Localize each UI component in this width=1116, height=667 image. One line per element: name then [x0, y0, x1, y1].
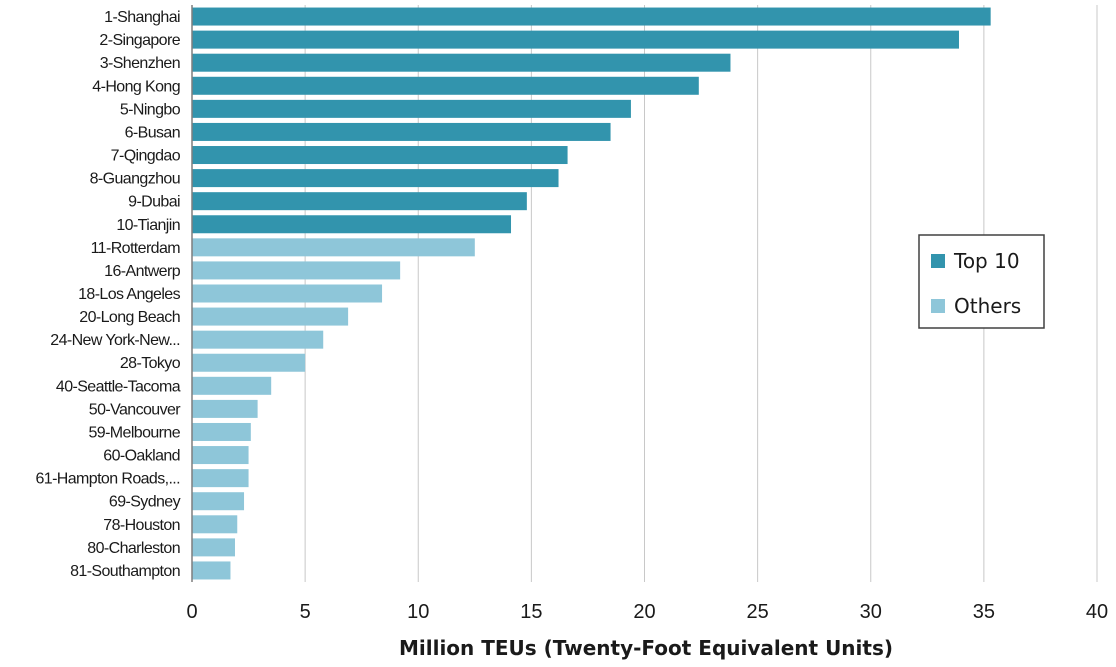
category-label: 1-Shanghai [104, 9, 180, 26]
legend: Top 10 Others [918, 234, 1045, 329]
category-label: 18-Los Angeles [78, 286, 181, 303]
x-tick-label: 40 [1086, 601, 1108, 623]
legend-swatch-others [931, 299, 945, 313]
bar [192, 192, 527, 211]
category-label: 81-Southampton [70, 563, 180, 580]
category-label: 20-Long Beach [79, 309, 180, 326]
x-tick-label: 20 [633, 601, 655, 623]
category-label: 40-Seattle-Tacoma [56, 378, 181, 395]
x-tick-label: 25 [747, 601, 769, 623]
legend-label-top10: Top 10 [953, 249, 1020, 273]
category-label: 9-Dubai [128, 194, 180, 211]
bar [192, 99, 631, 118]
category-label: 80-Charleston [87, 540, 180, 557]
category-label: 28-Tokyo [120, 355, 181, 372]
bar [192, 76, 699, 95]
bar [192, 307, 349, 326]
x-axis-title: Million TEUs (Twenty-Foot Equivalent Uni… [399, 636, 893, 660]
x-tick-label: 30 [860, 601, 882, 623]
category-label: 69-Sydney [109, 494, 181, 511]
bar [192, 399, 258, 418]
bar [192, 469, 249, 488]
category-label: 7-Qingdao [111, 148, 181, 165]
category-label: 78-Houston [103, 517, 180, 534]
category-label: 16-Antwerp [104, 263, 181, 280]
bar [192, 122, 611, 141]
category-label: 5-Ningbo [120, 101, 181, 118]
x-tick-label: 5 [300, 601, 311, 623]
category-label: 3-Shenzhen [100, 55, 180, 72]
bar [192, 30, 959, 49]
category-label: 11-Rotterdam [91, 240, 181, 257]
bar [192, 492, 245, 511]
bar [192, 284, 383, 303]
category-label: 59-Melbourne [88, 424, 180, 441]
category-label: 61-Hampton Roads,... [35, 471, 180, 488]
bars [192, 7, 991, 580]
bar [192, 515, 238, 534]
x-tick-label: 10 [407, 601, 429, 623]
bar [192, 53, 731, 72]
bar [192, 353, 306, 372]
bar [192, 169, 559, 188]
bar [192, 238, 475, 257]
x-tick-labels: 0 5 10 15 20 25 30 35 40 [186, 601, 1108, 623]
bar [192, 261, 401, 280]
bar [192, 446, 249, 465]
category-label: 10-Tianjin [116, 217, 180, 234]
legend-swatch-top10 [931, 254, 945, 268]
bar [192, 538, 235, 557]
bar [192, 146, 568, 165]
category-labels: 1-Shanghai 2-Singapore 3-Shenzhen 4-Hong Ko… [35, 9, 181, 580]
category-label: 50-Vancouver [89, 401, 182, 418]
category-label: 6-Busan [125, 124, 180, 141]
category-label: 8-Guangzhou [90, 171, 180, 188]
category-label: 2-Singapore [99, 32, 180, 49]
category-label: 24-New York-New... [50, 332, 180, 349]
x-tick-label: 0 [186, 601, 197, 623]
bar [192, 561, 231, 580]
bar [192, 330, 324, 349]
bar [192, 422, 251, 441]
category-label: 4-Hong Kong [92, 78, 180, 95]
bar [192, 215, 512, 234]
bar [192, 376, 272, 395]
bar [192, 7, 991, 26]
x-tick-label: 15 [520, 601, 542, 623]
category-label: 60-Oakland [103, 448, 180, 465]
legend-label-others: Others [954, 294, 1021, 318]
x-tick-label: 35 [973, 601, 995, 623]
